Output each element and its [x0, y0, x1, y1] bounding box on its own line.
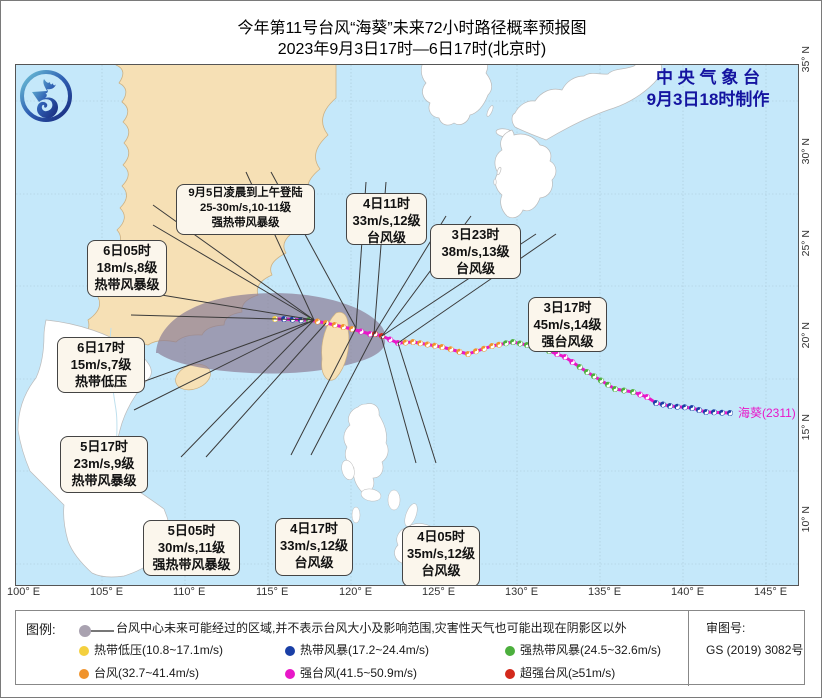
svg-text:海葵(2311): 海葵(2311): [738, 405, 796, 420]
